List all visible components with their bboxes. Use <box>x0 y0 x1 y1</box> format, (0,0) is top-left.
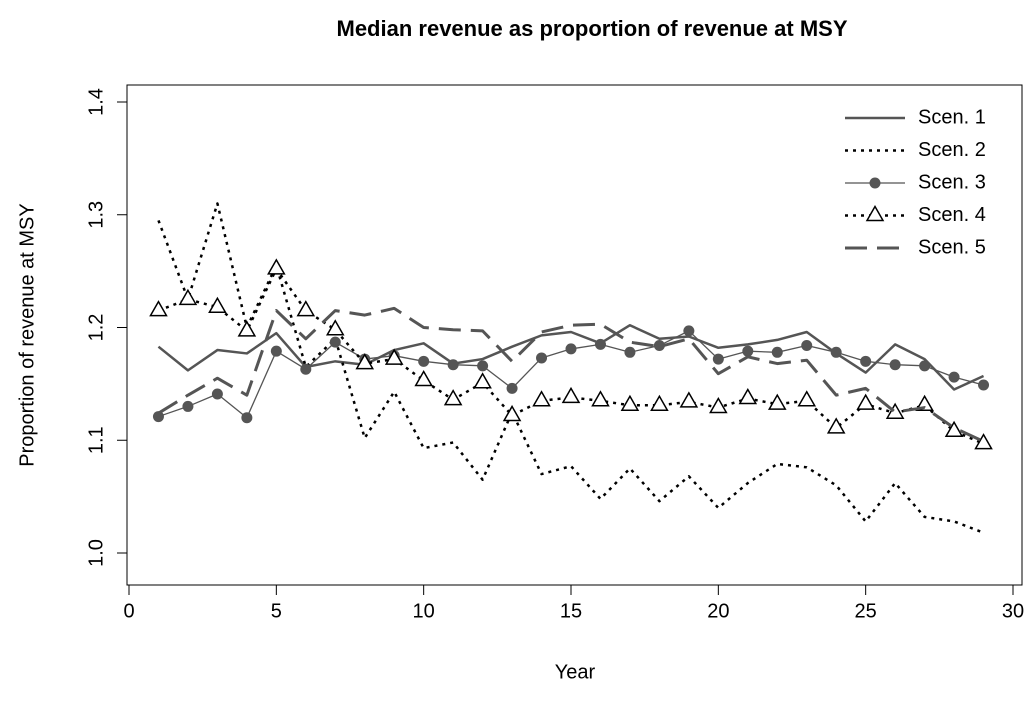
point <box>208 296 227 313</box>
point <box>919 360 931 372</box>
point <box>532 390 551 407</box>
legend-label: Scen. 5 <box>918 236 986 258</box>
x-tick-label: 20 <box>707 600 729 622</box>
y-tick-label: 1.0 <box>85 539 107 567</box>
y-tick-label: 1.3 <box>85 201 107 229</box>
point <box>418 355 430 367</box>
point <box>355 353 375 370</box>
x-tick-label: 30 <box>1002 600 1024 622</box>
point <box>325 319 345 336</box>
x-tick-label: 10 <box>413 600 435 622</box>
point <box>594 338 606 350</box>
point <box>709 397 728 414</box>
plot-box <box>126 84 1023 586</box>
x-tick-label: 5 <box>271 600 282 622</box>
point <box>447 359 459 371</box>
point <box>565 343 577 355</box>
point <box>860 355 872 367</box>
y-axis-title: Proportion of revenue at MSY <box>16 203 38 466</box>
point <box>830 346 842 358</box>
legend-label: Scen. 2 <box>918 139 986 161</box>
point <box>152 411 164 423</box>
point <box>738 388 758 405</box>
point <box>241 412 253 424</box>
point <box>944 420 964 437</box>
x-tick-label: 0 <box>123 600 134 622</box>
point <box>591 390 610 407</box>
point <box>473 372 492 389</box>
point <box>771 346 783 358</box>
point <box>414 369 433 387</box>
point <box>679 391 699 408</box>
chart-title: Median revenue as proportion of revenue … <box>337 16 848 41</box>
x-tick-label: 25 <box>855 600 877 622</box>
point <box>948 371 960 383</box>
point <box>978 379 990 391</box>
legend-label: Scen. 3 <box>918 171 986 193</box>
point <box>620 394 640 412</box>
point <box>237 320 257 337</box>
point <box>653 340 665 352</box>
point <box>296 300 316 317</box>
point <box>182 400 194 412</box>
point <box>536 352 548 364</box>
point <box>712 353 724 365</box>
point <box>329 336 341 348</box>
y-tick-label: 1.4 <box>85 88 107 116</box>
point <box>211 388 223 400</box>
point <box>502 404 522 422</box>
y-tick-label: 1.2 <box>85 314 107 342</box>
point <box>443 389 463 406</box>
series-line <box>157 323 985 391</box>
point <box>477 360 489 372</box>
legend-marker <box>865 204 885 222</box>
point <box>561 386 581 404</box>
x-tick-label: 15 <box>560 600 582 622</box>
point <box>889 359 901 371</box>
legend-label: Scen. 1 <box>918 106 986 128</box>
point <box>801 340 813 352</box>
point <box>742 345 754 357</box>
point <box>856 393 875 410</box>
point <box>974 433 993 450</box>
series-line <box>157 306 985 443</box>
x-axis-title: Year <box>555 661 596 683</box>
point <box>767 393 787 410</box>
y-tick-label: 1.1 <box>85 426 107 454</box>
point <box>267 258 286 275</box>
point <box>149 300 168 317</box>
point <box>650 394 669 412</box>
point <box>624 346 636 358</box>
point <box>885 402 905 419</box>
point <box>300 363 312 375</box>
legend-label: Scen. 4 <box>918 204 986 226</box>
point <box>384 348 404 365</box>
point <box>270 345 282 357</box>
series-line <box>158 267 985 445</box>
point <box>826 417 846 434</box>
legend-marker <box>869 177 881 189</box>
point <box>797 390 817 407</box>
point <box>506 382 518 394</box>
point <box>178 288 198 306</box>
point <box>683 325 695 337</box>
